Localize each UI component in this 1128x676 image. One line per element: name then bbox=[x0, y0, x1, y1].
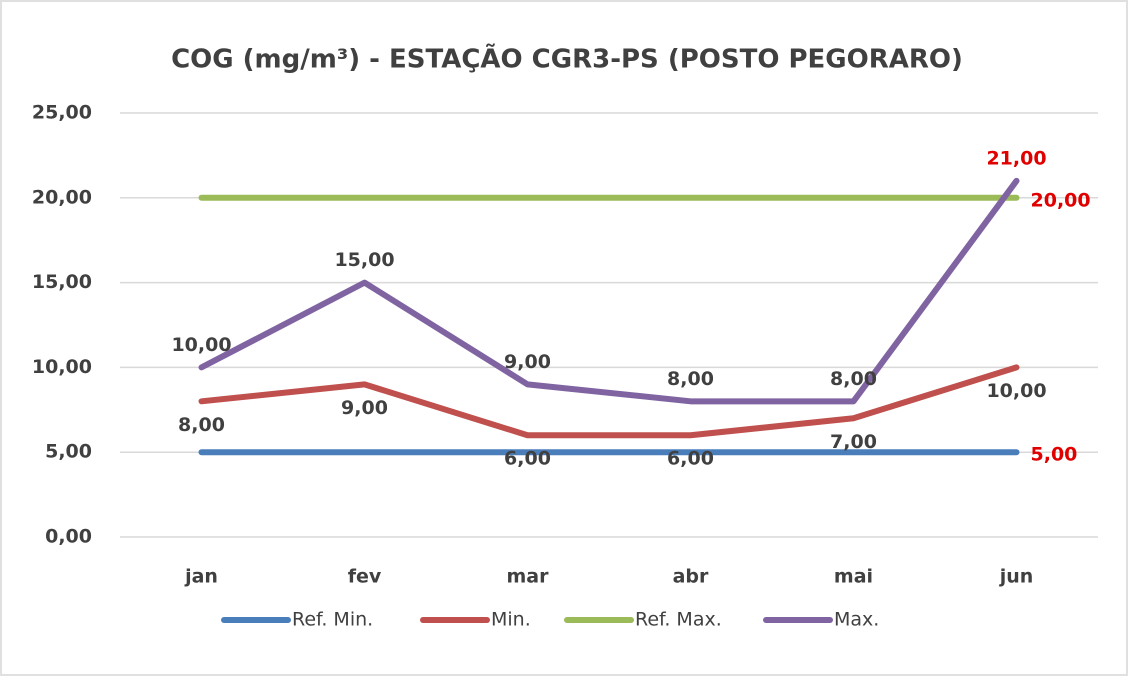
y-tick-label: 20,00 bbox=[32, 186, 92, 208]
data-label: 8,00 bbox=[830, 368, 877, 390]
legend-label: Ref. Min. bbox=[292, 609, 373, 631]
x-tick-label: jan bbox=[184, 566, 218, 588]
data-label: 10,00 bbox=[171, 334, 231, 356]
data-label: 6,00 bbox=[504, 448, 551, 470]
x-tick-label: mar bbox=[507, 566, 550, 588]
y-tick-label: 5,00 bbox=[45, 441, 92, 463]
data-label: 20,00 bbox=[1031, 189, 1091, 211]
x-tick-label: mai bbox=[834, 566, 873, 588]
series-line bbox=[198, 364, 1020, 439]
data-label: 8,00 bbox=[178, 414, 225, 436]
legend-label: Ref. Max. bbox=[635, 609, 722, 631]
data-label: 9,00 bbox=[504, 351, 551, 373]
y-tick-label: 25,00 bbox=[32, 102, 92, 124]
x-tick-label: abr bbox=[673, 566, 709, 588]
y-tick-label: 0,00 bbox=[45, 526, 92, 548]
x-tick-label: jun bbox=[999, 566, 1034, 588]
data-label: 15,00 bbox=[334, 249, 394, 271]
y-tick-label: 15,00 bbox=[32, 271, 92, 293]
data-label: 9,00 bbox=[341, 397, 388, 419]
data-label: 8,00 bbox=[667, 368, 714, 390]
data-label: 7,00 bbox=[830, 431, 877, 453]
legend-label: Min. bbox=[491, 609, 531, 631]
data-label: 6,00 bbox=[667, 448, 714, 470]
legend-label: Max. bbox=[834, 609, 879, 631]
data-label: 10,00 bbox=[986, 380, 1046, 402]
series-line bbox=[198, 177, 1020, 405]
y-tick-label: 10,00 bbox=[32, 356, 92, 378]
x-tick-label: fev bbox=[348, 566, 382, 588]
chart-title: COG (mg/m³) - ESTAÇÃO CGR3-PS (POSTO PEG… bbox=[171, 43, 963, 75]
data-label: 21,00 bbox=[986, 147, 1046, 169]
data-label: 5,00 bbox=[1031, 444, 1078, 466]
